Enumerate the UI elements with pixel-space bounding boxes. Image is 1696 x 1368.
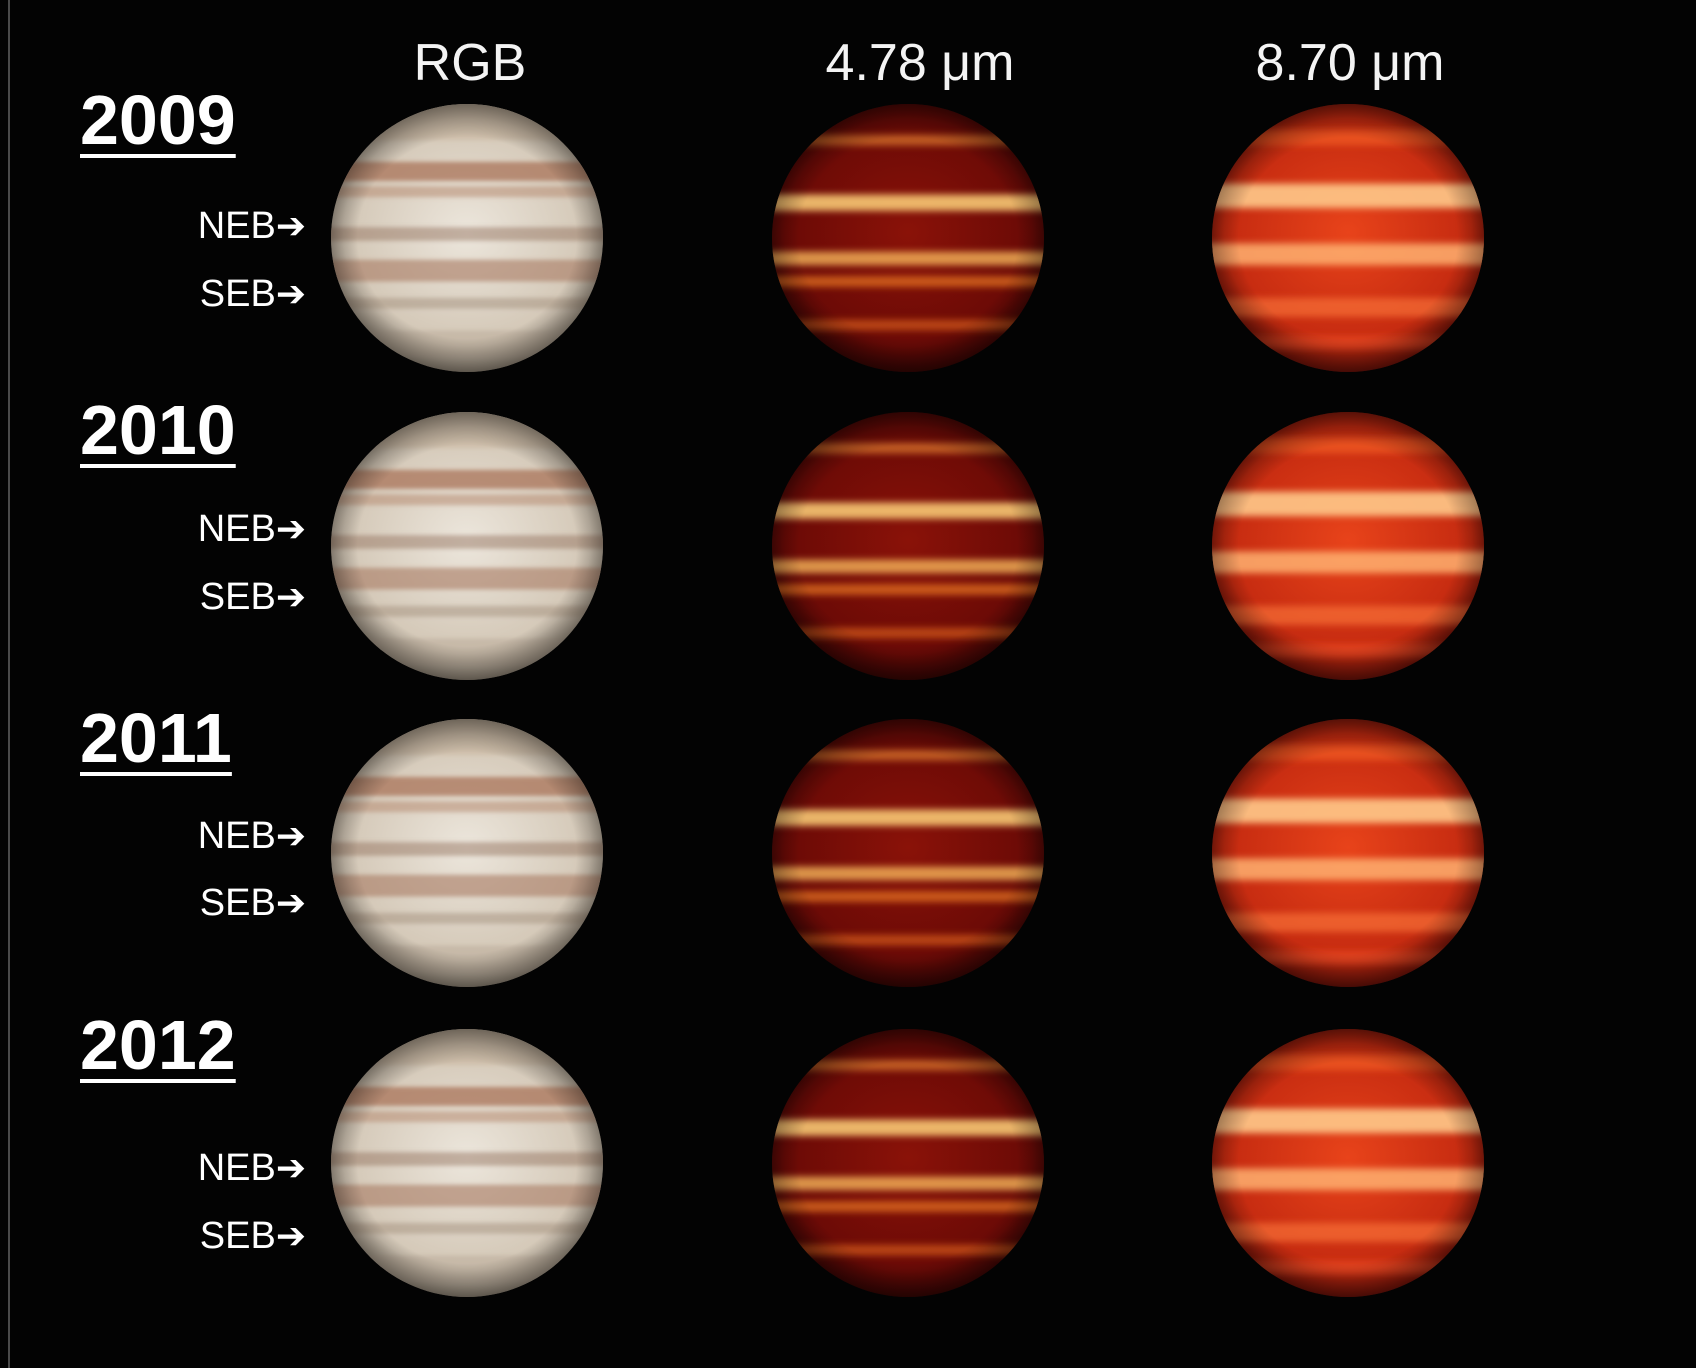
seb-label-2009: SEB➔ [150, 271, 306, 318]
planet-graphic [772, 412, 1044, 680]
arrow-right-icon: ➔ [275, 577, 306, 618]
jupiter-rgb-2011 [317, 715, 617, 991]
neb-label-2011: NEB➔ [150, 813, 306, 860]
neb-text: NEB [197, 508, 276, 550]
jupiter-4-78um-2010 [758, 408, 1058, 684]
jupiter-8-70um-2010 [1198, 408, 1498, 684]
planet-graphic [331, 719, 603, 987]
jupiter-4-78um-2011 [758, 715, 1058, 991]
neb-text: NEB [197, 1147, 276, 1189]
arrow-right-icon: ➔ [275, 274, 306, 315]
seb-text: SEB [199, 1215, 276, 1257]
planet-graphic [772, 719, 1044, 987]
planet-graphic [331, 104, 603, 372]
seb-text: SEB [199, 882, 276, 924]
jupiter-4-78um-2012 [758, 1025, 1058, 1301]
seb-label-2010: SEB➔ [150, 574, 306, 621]
column-header-8-70um: 8.70 μm [1255, 34, 1445, 92]
column-header-4-78um: 4.78 μm [825, 34, 1015, 92]
arrow-right-icon: ➔ [275, 509, 306, 550]
arrow-right-icon: ➔ [275, 883, 306, 924]
column-header-rgb: RGB [413, 34, 527, 92]
planet-graphic [772, 1029, 1044, 1297]
seb-label-2012: SEB➔ [150, 1213, 306, 1260]
neb-label-2010: NEB➔ [150, 506, 306, 553]
year-label-2012: 2012 [80, 1006, 236, 1084]
planet-graphic [772, 104, 1044, 372]
jupiter-8-70um-2011 [1198, 715, 1498, 991]
planet-graphic [331, 412, 603, 680]
jupiter-rgb-2010 [317, 408, 617, 684]
neb-text: NEB [197, 815, 276, 857]
jupiter-rgb-2009 [317, 100, 617, 376]
neb-label-2012: NEB➔ [150, 1145, 306, 1192]
jupiter-rgb-2012 [317, 1025, 617, 1301]
arrow-right-icon: ➔ [275, 1148, 306, 1189]
seb-text: SEB [199, 273, 276, 315]
planet-graphic [1212, 104, 1484, 372]
seb-label-2011: SEB➔ [150, 880, 306, 927]
planet-graphic [1212, 719, 1484, 987]
planet-graphic [331, 1029, 603, 1297]
arrow-right-icon: ➔ [275, 816, 306, 857]
jupiter-8-70um-2012 [1198, 1025, 1498, 1301]
arrow-right-icon: ➔ [275, 1216, 306, 1257]
arrow-right-icon: ➔ [275, 206, 306, 247]
planet-graphic [1212, 412, 1484, 680]
jupiter-8-70um-2009 [1198, 100, 1498, 376]
left-edge-line [8, 0, 10, 1368]
neb-label-2009: NEB➔ [150, 203, 306, 250]
year-label-2010: 2010 [80, 391, 236, 469]
year-label-2009: 2009 [80, 81, 236, 159]
neb-text: NEB [197, 205, 276, 247]
year-label-2011: 2011 [80, 699, 232, 777]
seb-text: SEB [199, 576, 276, 618]
jupiter-4-78um-2009 [758, 100, 1058, 376]
planet-graphic [1212, 1029, 1484, 1297]
